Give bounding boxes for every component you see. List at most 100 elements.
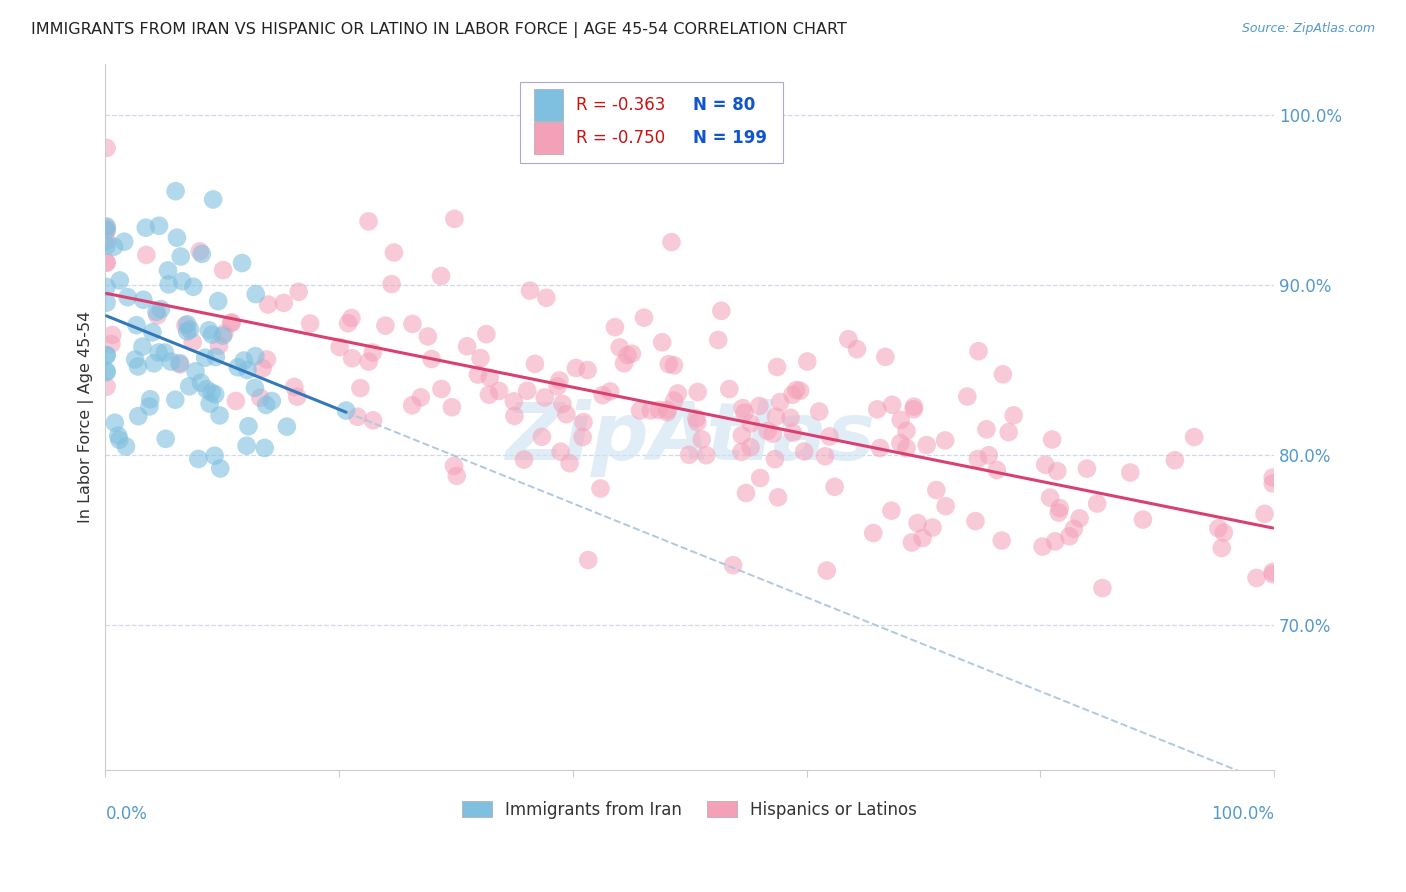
Point [620,347,643,361]
Point [149,302,172,317]
Point [104,416,127,430]
Point [96,348,118,362]
Point [734,405,756,419]
Point [1043,534,1066,549]
Point [911,531,934,545]
Point [214,326,236,341]
Point [420,352,443,367]
Point [409,390,432,404]
Point [96,348,118,362]
Point [166,230,188,244]
Point [1002,409,1025,423]
Point [547,379,569,393]
Point [1211,541,1233,555]
Point [103,240,125,254]
Point [519,284,541,298]
Point [977,448,1000,462]
Point [503,409,526,423]
Point [965,514,987,528]
Point [416,329,439,343]
Point [125,318,148,333]
Point [157,277,180,292]
Point [657,402,679,417]
Point [219,316,242,330]
Point [212,328,235,343]
Point [401,398,423,412]
Point [765,409,787,424]
Point [260,394,283,409]
Point [991,368,1014,382]
Point [789,384,811,398]
Point [572,415,595,429]
Point [866,402,889,417]
Text: R = -0.750: R = -0.750 [576,129,665,147]
Point [1261,470,1284,484]
Point [769,395,792,409]
Point [187,452,209,467]
Point [100,337,122,351]
Point [915,438,938,452]
Point [96,280,118,294]
Point [273,296,295,310]
Point [329,340,352,354]
Point [523,357,546,371]
Point [340,351,363,366]
Point [191,247,214,261]
Point [551,397,574,411]
Point [148,345,170,359]
Point [609,340,631,354]
Point [845,342,868,356]
Point [558,456,581,470]
Point [1132,512,1154,526]
Point [782,387,804,401]
Point [124,352,146,367]
Point [735,486,758,500]
Point [731,401,754,416]
Point [96,255,118,269]
Point [555,407,578,421]
Point [815,564,838,578]
Point [257,297,280,311]
Point [1253,507,1275,521]
Point [710,303,733,318]
Point [1063,522,1085,536]
Point [967,452,990,467]
Point [96,220,118,235]
Point [243,381,266,395]
Point [686,384,709,399]
Point [1164,453,1187,467]
Point [662,359,685,373]
Point [1182,430,1205,444]
Point [1059,529,1081,543]
Point [179,322,201,336]
Point [921,520,943,534]
Point [225,393,247,408]
Point [862,526,884,541]
Point [145,305,167,319]
Point [96,223,118,237]
Point [730,445,752,459]
Point [901,535,924,549]
Point [925,483,948,497]
Point [1049,501,1071,516]
Point [96,365,118,379]
Point [756,424,779,438]
Point [1069,511,1091,525]
Point [235,439,257,453]
Point [766,491,789,505]
Point [169,356,191,370]
Point [1076,461,1098,475]
Point [174,318,197,333]
Point [172,274,194,288]
Point [146,309,169,323]
Point [762,426,785,441]
Point [208,409,231,423]
Point [837,332,859,346]
Point [748,399,770,413]
Point [690,433,713,447]
Point [132,293,155,307]
Point [880,503,903,517]
Point [382,245,405,260]
Point [592,388,614,402]
Point [176,324,198,338]
